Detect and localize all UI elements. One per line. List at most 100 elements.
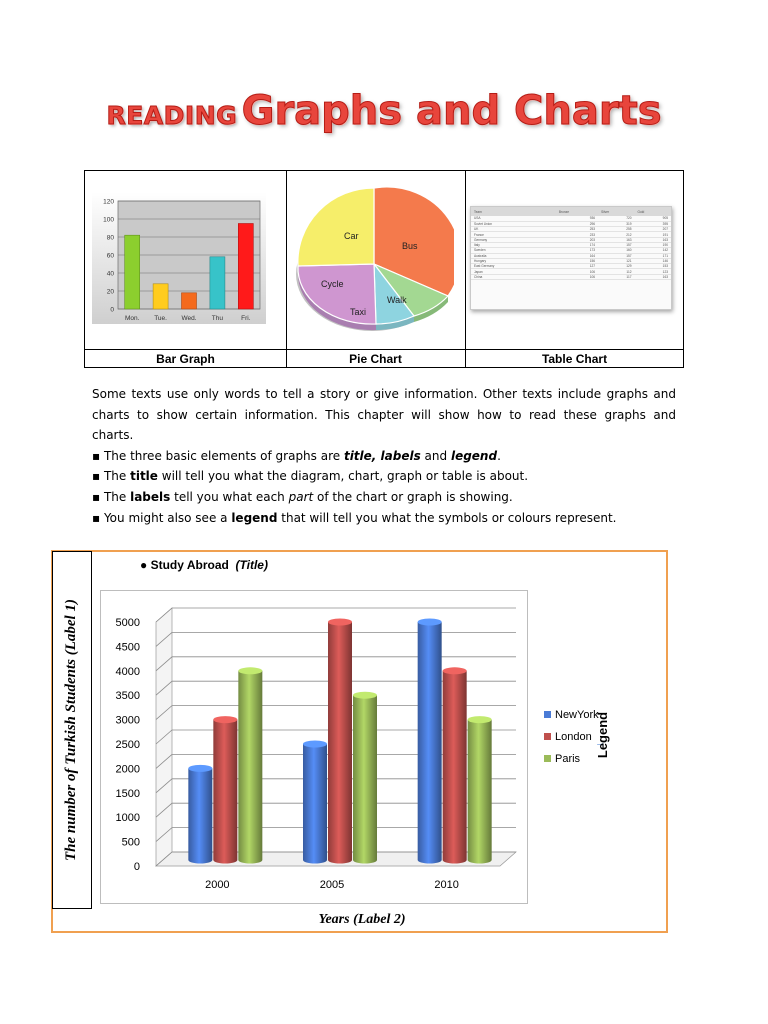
y-tick-label: 4000 [116,666,140,678]
column-paris-2000 [238,670,263,864]
table-cell: 171 [634,253,671,259]
table-cell: UK [471,226,556,233]
examples-divider [465,171,466,367]
table-cell: France [471,231,556,238]
page-title: READING Graphs and Charts [0,88,768,135]
y-tick-label: 3500 [116,690,140,702]
bar-tick-label: 80 [107,235,115,242]
bullet-elements: ▪ The three basic elements of graphs are… [92,448,501,463]
intro-line-1: Some texts use only words to tell a stor… [92,387,676,401]
table-cell: 255 [598,226,635,233]
y-tick-label: 2000 [116,763,140,775]
pie-label-cycle: Cycle [321,279,344,289]
chart-gridline [155,656,516,672]
legend-item-paris: Paris [544,752,624,766]
bar-wed [181,292,197,310]
y-tick-label: 0 [134,861,140,873]
table-cell: 203 [555,237,599,244]
legend-item-newyork: NewYork [544,708,624,722]
bullet-labels: ▪ The labels tell you what each part of … [92,489,513,504]
x-category-label: 2010 [434,879,458,891]
bar-tick-label: 100 [103,217,114,224]
table-row: Germany 203 163 163 [471,237,671,244]
column-top-newyork-2000 [188,764,213,772]
pie-rim-walk [414,296,448,322]
examples-caption-divider [85,349,683,350]
table-header-cell: Team [471,207,556,216]
column-top-london-2000 [213,716,238,724]
y-tick-label: 2500 [116,739,140,751]
column-top-newyork-2010 [417,618,442,626]
pie-chart-example: Car Bus Walk Taxi Cycle [296,186,454,331]
table-cell: 190 [634,242,671,249]
bar-category-label: Tue. [154,315,167,322]
x-category-label: 2000 [205,879,229,891]
table-cell: 395 [634,221,671,228]
table-cell: 123 [634,268,671,275]
bar-category-label: Mon. [125,315,140,322]
legend-swatch [544,711,551,718]
chart-gridline [155,802,516,818]
table-cell: East Germany [471,263,556,270]
column-london-2000 [213,719,238,864]
title-tag: (Title) [235,558,268,572]
column-newyork-2005 [303,744,327,864]
caption-bar-graph: Bar Graph [156,352,215,366]
table-cell: 121 [598,258,635,265]
medal-table: Team Bronze Silver Gold USA 936 720 905 Soviet … [471,207,671,281]
table-cell: 720 [598,216,635,222]
column-top-paris-2010 [467,716,492,724]
table-cell: 936 [555,216,599,222]
column-top-london-2005 [328,618,352,626]
bar-tick-label: 20 [107,289,115,296]
y-axis-label: The number of Turkish Students (Label 1) [63,599,79,861]
pie-rim-taxi [376,316,414,330]
table-cell: Italy [471,242,556,249]
table-row: China 106 117 163 [471,274,671,281]
column-paris-2005 [353,695,377,864]
table-row: Soviet Union 296 319 395 [471,221,671,228]
table-cell: 163 [598,237,635,244]
table-cell: 146 [634,258,671,265]
table-cell: 112 [598,268,635,275]
bar-mon [124,234,141,310]
table-cell: 142 [634,247,671,254]
chart-gridline [155,851,516,867]
y-tick-label: 500 [122,837,140,849]
table-cell: Australia [471,253,556,259]
table-row: Italy 174 157 190 [471,242,671,249]
bar-tue [152,283,169,310]
pie-slice-car [297,187,375,267]
y-tick-label: 3000 [116,715,140,727]
chart-gridline [155,729,516,745]
legend-label: Legend [595,711,610,759]
table-row: France 233 212 191 [471,231,671,238]
legend-swatch [544,755,551,762]
y-tick-label: 1000 [116,812,140,824]
bar-tick-label: 40 [107,271,115,278]
column-top-paris-2000 [238,667,263,675]
intro-line-2: charts to show certain information. This… [92,407,676,422]
pie-label-taxi: Taxi [350,307,366,317]
bar-category-label: Fri. [241,315,251,322]
chart-gridline [155,827,516,842]
table-cell: Sweden [471,247,556,254]
table-cell: 296 [555,221,599,228]
x-axis-label: Years (Label 2) [318,912,406,927]
table-cell: 157 [598,242,635,249]
legend-item-london: London [544,730,624,744]
body-text: Some texts use only words to tell a stor… [92,384,676,528]
caption-table-chart: Table Chart [541,352,608,366]
table-cell: 173 [555,247,599,254]
table-cell: 233 [555,231,599,238]
study-abroad-chart: 0 500 1000 1500 2000 2500 3000 3500 4000 4500 5000… [116,607,517,891]
pie-slice-cycle [297,263,377,325]
legend-arrow-icon: → [595,737,606,749]
table-cell: China [471,274,556,281]
table-row: USA 936 720 905 [471,216,671,222]
bar-tick-label: 120 [103,199,114,206]
table-cell: 106 [555,274,599,281]
x-category-label: 2005 [320,879,344,891]
table-cell: 905 [634,216,671,222]
table-cell: Japan [471,268,556,275]
